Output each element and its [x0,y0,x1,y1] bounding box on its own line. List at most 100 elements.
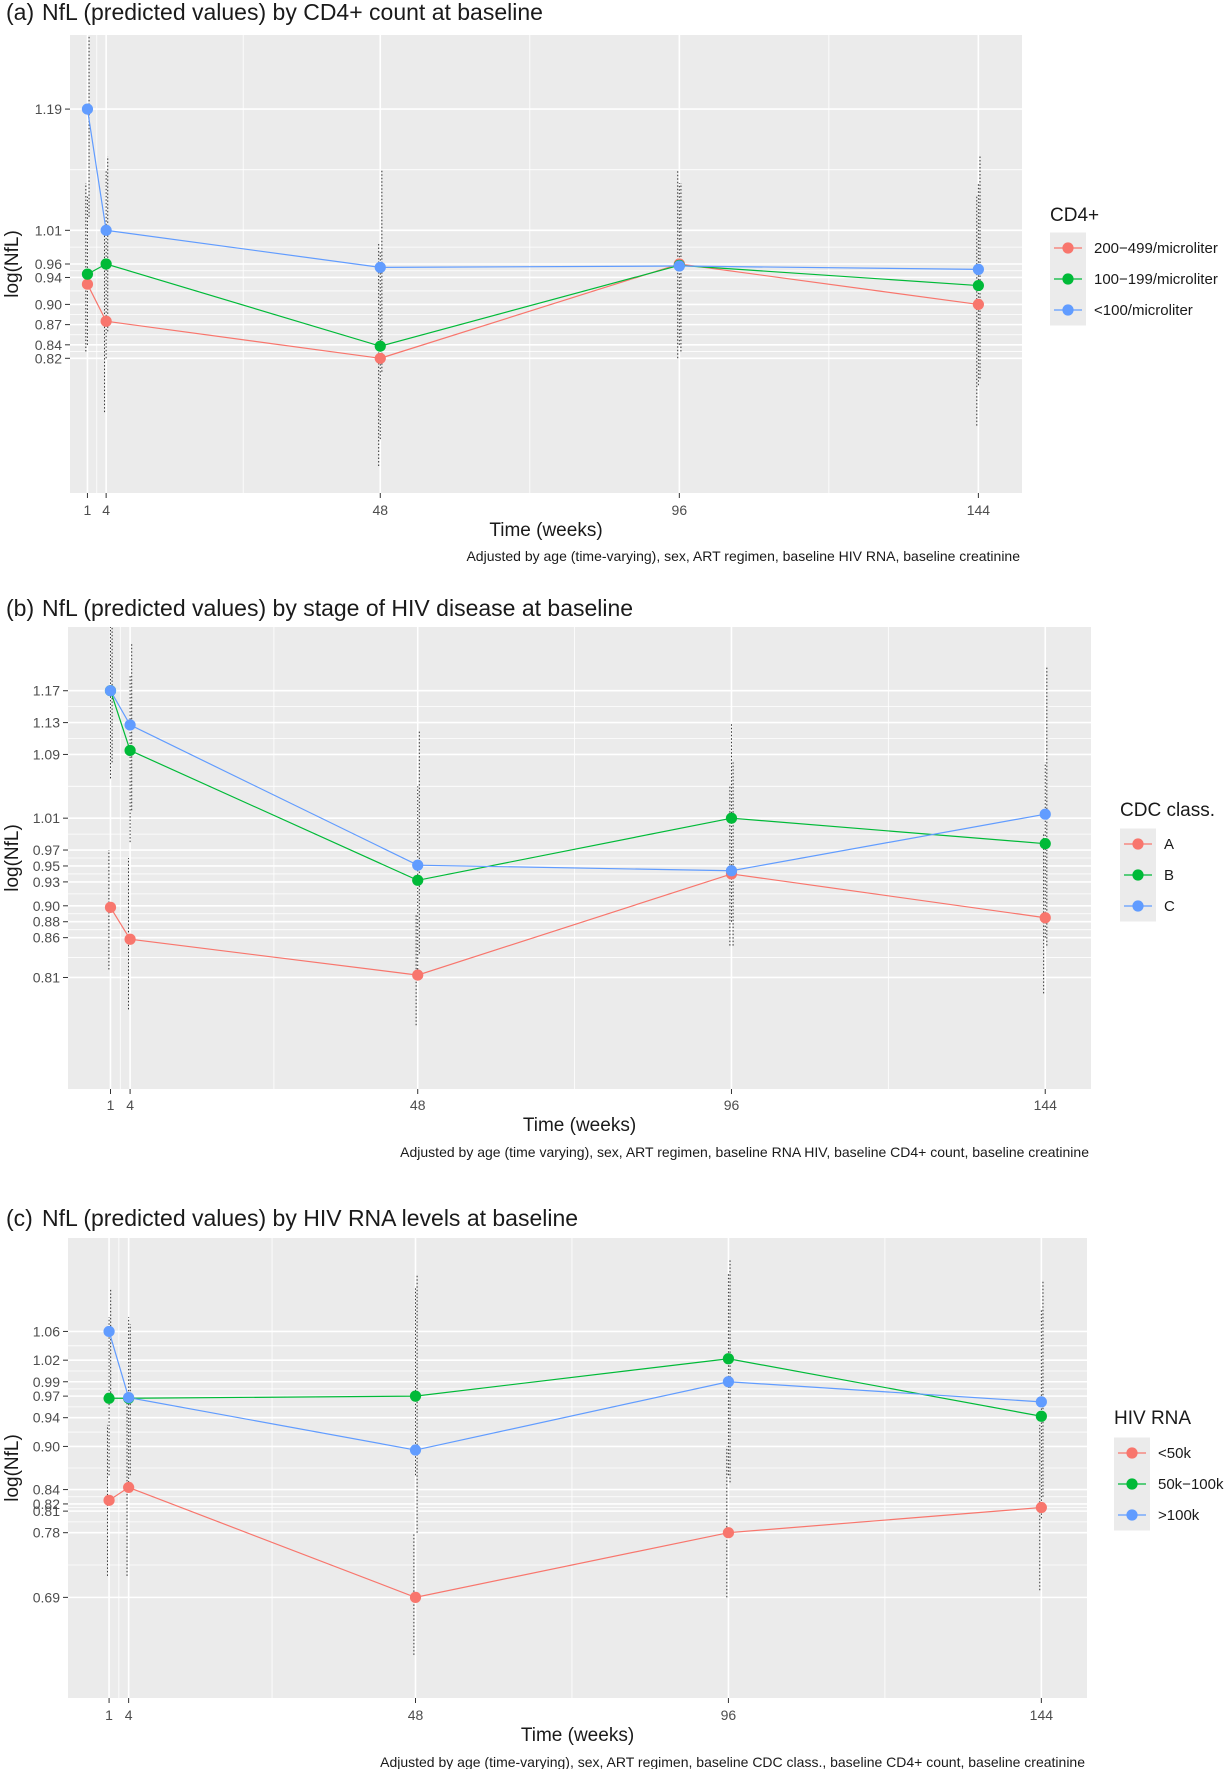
y-tick-label: 0.69 [33,1589,60,1605]
chart-panel-1: (b) NfL (predicted values) by stage of HI… [2,595,1215,1160]
y-tick-label: 1.02 [33,1352,60,1368]
panel-label: (a) [6,0,34,25]
chart-caption: Adjusted by age (time varying), sex, ART… [400,1144,1089,1160]
data-point [81,103,94,115]
legend-key-point [1126,1447,1138,1459]
y-tick-label: 0.78 [33,1525,60,1541]
y-tick-label: 0.81 [33,1503,60,1519]
y-tick-label: 0.82 [35,350,62,366]
legend: CDC class. ABC [1120,800,1215,922]
data-point [722,1527,735,1539]
legend-label: <50k [1158,1445,1191,1462]
y-tick-label: 0.95 [33,858,60,874]
legend-title: CD4+ [1050,205,1099,226]
y-tick-label: 0.94 [35,269,62,285]
legend-key-point [1062,304,1074,316]
y-tick-label: 0.86 [33,930,60,946]
data-point [725,812,738,824]
legend-label: C [1164,898,1175,915]
chart-caption: Adjusted by age (time-varying), sex, ART… [466,548,1020,564]
y-tick-label: 0.93 [33,874,60,890]
y-tick-label: 1.13 [33,715,60,731]
data-point [1039,912,1051,924]
x-axis-title: Time (weeks) [521,1725,634,1746]
y-tick-label: 0.81 [33,969,60,985]
data-point [374,340,386,352]
y-tick-label: 0.96 [35,256,62,272]
data-point [1039,838,1051,850]
data-point [123,1391,135,1404]
x-tick-label: 1 [84,502,92,518]
data-point [124,719,136,731]
data-point [81,268,94,280]
legend-key-point [1132,838,1144,850]
x-tick-label: 144 [1034,1097,1058,1113]
chart-title: NfL (predicted values) by stage of HIV d… [42,595,633,621]
legend-key-point [1132,869,1144,881]
panel-label: (c) [6,1205,33,1231]
data-point [1039,808,1051,820]
y-tick-label: 1.01 [35,222,62,238]
legend-label: A [1164,836,1174,853]
y-tick-label: 1.19 [35,101,62,117]
x-tick-label: 1 [107,1097,115,1113]
data-point [722,1376,735,1388]
x-tick-label: 4 [125,1707,133,1723]
data-point [374,352,386,364]
data-point [409,1444,422,1456]
legend-title: CDC class. [1120,800,1215,821]
data-point [409,1390,422,1402]
x-tick-label: 96 [724,1097,740,1113]
data-point [104,901,117,913]
data-point [972,279,984,292]
data-point [81,278,94,290]
data-point [103,1494,115,1506]
data-point [725,865,738,877]
x-tick-label: 1 [105,1707,113,1723]
legend: CD4+ 200−499/microliter 100−199/microliter… [1050,205,1218,326]
legend: HIV RNA <50k 50k−100k >100k [1114,1408,1224,1531]
y-tick-label: 1.17 [33,683,60,699]
y-axis-title: log(NfL) [2,1434,23,1502]
x-tick-label: 48 [410,1097,426,1113]
y-tick-label: 0.97 [33,1388,60,1404]
data-point [100,224,112,236]
y-tick-label: 0.90 [33,1438,60,1454]
legend-key-point [1062,242,1074,254]
y-tick-label: 0.84 [35,337,62,353]
data-point [972,263,984,275]
data-point [409,1591,422,1603]
y-tick-label: 0.82 [33,1496,60,1512]
legend-key-point [1132,900,1144,912]
legend-key-point [1126,1478,1138,1490]
data-point [100,258,112,270]
y-tick-label: 0.88 [33,914,60,930]
data-point [374,261,386,273]
data-point [412,874,424,886]
y-axis-title: log(NfL) [2,824,23,892]
chart-panel-0: (a) NfL (predicted values) by CD4+ count … [2,0,1218,564]
data-point [123,1481,135,1494]
data-point [673,260,685,272]
data-point [972,298,984,311]
legend-label: 100−199/microliter [1094,271,1218,288]
data-point [1035,1396,1047,1408]
x-tick-label: 48 [408,1707,424,1723]
chart-title: NfL (predicted values) by HIV RNA levels… [42,1205,578,1231]
y-tick-label: 0.90 [33,898,60,914]
x-tick-label: 96 [672,502,688,518]
data-point [104,685,117,697]
x-tick-label: 4 [102,502,110,518]
y-tick-label: 0.87 [35,317,62,333]
data-point [103,1392,115,1404]
y-tick-label: 1.01 [33,810,60,826]
legend-key-point [1062,273,1074,285]
x-tick-label: 48 [372,502,388,518]
x-tick-label: 4 [126,1097,134,1113]
chart-title: NfL (predicted values) by CD4+ count at … [42,0,543,25]
y-tick-label: 0.97 [33,842,60,858]
x-tick-label: 144 [1030,1707,1054,1723]
data-point [124,933,136,945]
legend-label: <100/microliter [1094,302,1193,319]
